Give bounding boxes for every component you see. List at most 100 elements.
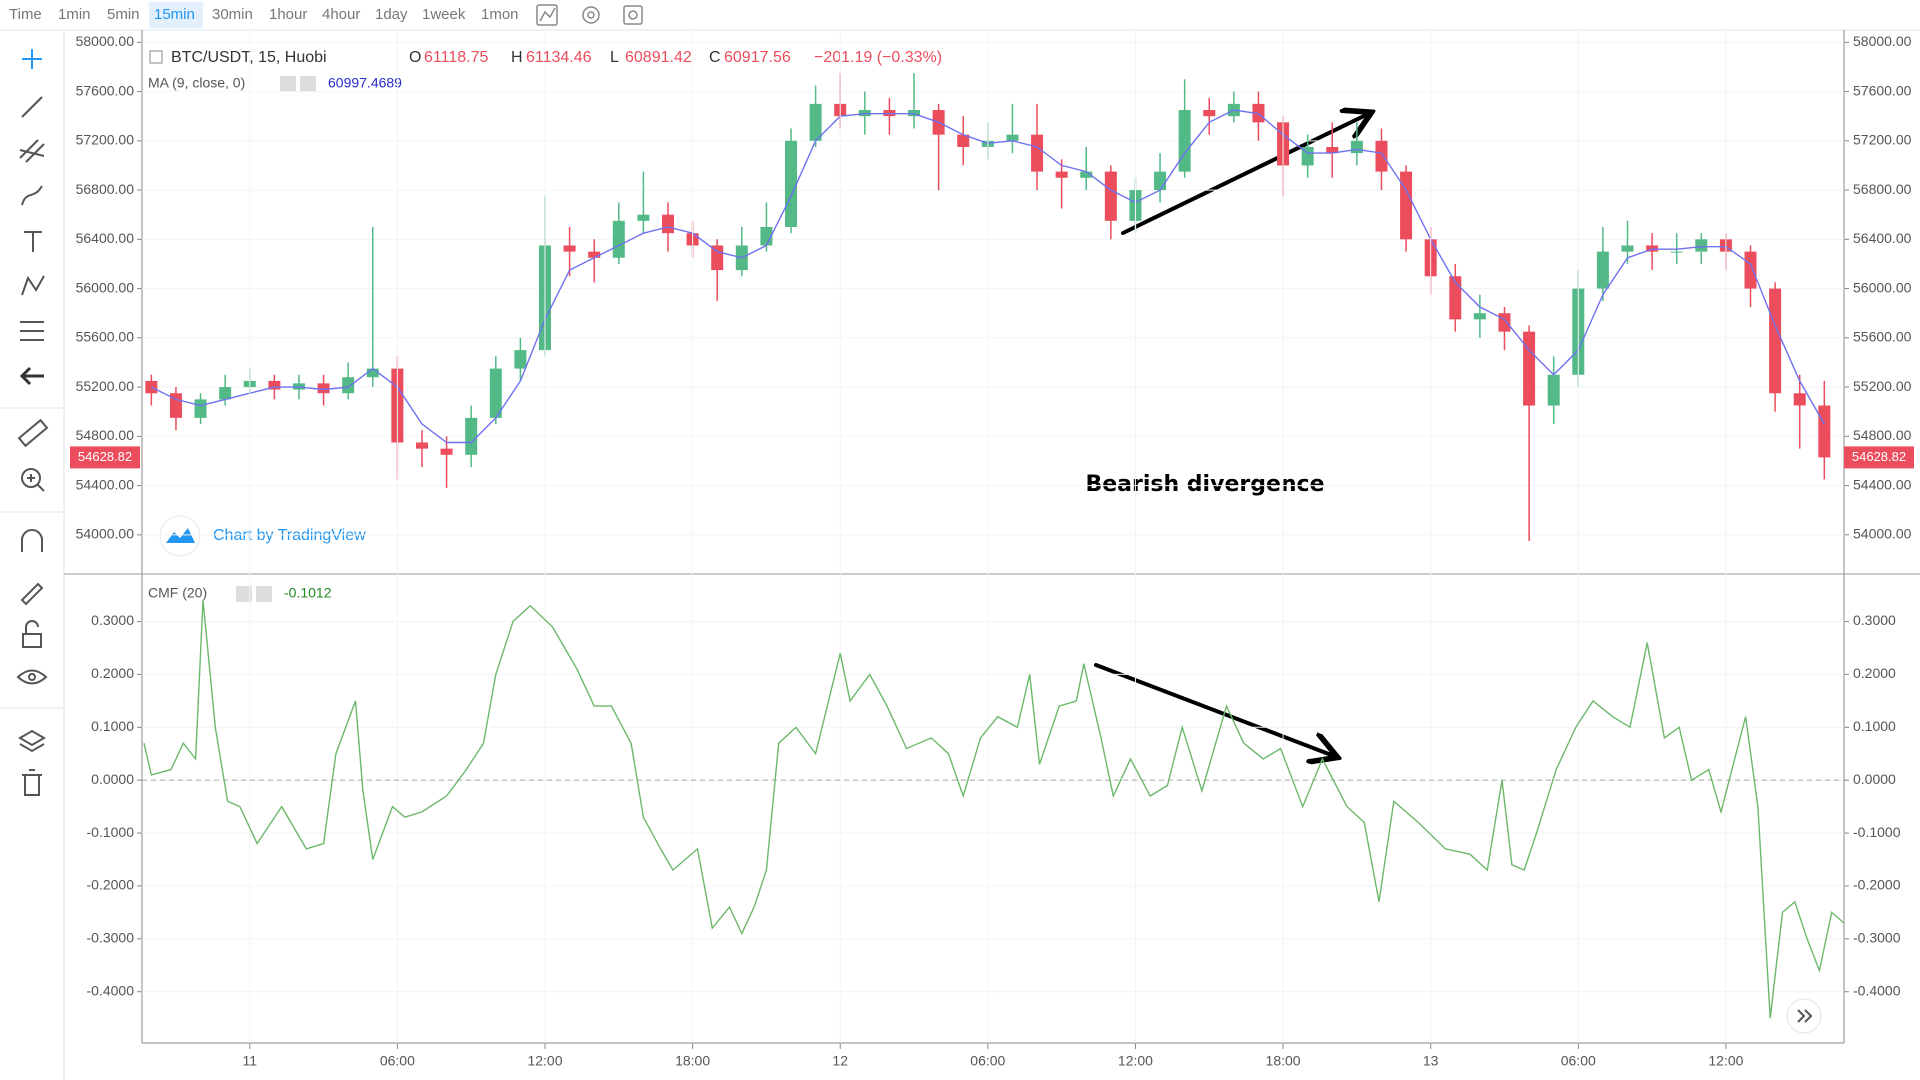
fib-tool[interactable] [19, 139, 45, 163]
layers-tool[interactable] [18, 729, 46, 753]
series-line [143, 600, 1845, 1019]
candle-body [1473, 313, 1486, 320]
candle-body [1498, 313, 1511, 332]
last-price-label: 54628.82 [1852, 449, 1906, 464]
candle-body [1154, 171, 1167, 191]
legend-close[interactable] [256, 586, 272, 602]
interval-button[interactable]: 1mon [481, 6, 519, 23]
brush-tool[interactable] [21, 185, 43, 206]
zoom-tool[interactable] [21, 468, 41, 488]
toolbar [0, 0, 1920, 30]
candle-body [514, 350, 527, 369]
y-tick-label: 0.2000 [91, 665, 134, 681]
y-tick-label: 54000.00 [76, 526, 135, 542]
candle-body [342, 377, 355, 394]
candle-body [1375, 140, 1388, 172]
interval-button[interactable]: 1min [58, 6, 91, 23]
x-tick-label: 13 [1423, 1053, 1439, 1069]
interval-button[interactable]: 1hour [269, 6, 307, 23]
y-tick-label: 55600.00 [1853, 329, 1912, 345]
lock-tool-icon [25, 620, 39, 634]
x-tick-label: 12 [832, 1053, 848, 1069]
tv-logo-mark [166, 528, 195, 543]
toolbar-icons [536, 4, 643, 26]
settings-button[interactable] [582, 6, 600, 24]
settings-icon [587, 11, 595, 19]
x-tick-label: 06:00 [380, 1053, 415, 1069]
interval-button[interactable]: 1week [422, 6, 466, 23]
pattern-tool[interactable] [21, 275, 45, 296]
screenshot-button[interactable] [623, 5, 643, 25]
legend-settings[interactable] [236, 586, 252, 602]
crosshair-tool[interactable] [22, 49, 42, 69]
candle-body [1818, 405, 1831, 458]
y-tick-label: 54800.00 [1853, 427, 1912, 443]
candle-body [415, 442, 428, 449]
lock-draw-tool[interactable] [20, 582, 44, 606]
legend-buttons [236, 76, 316, 602]
y-tick-label: 0.2000 [1853, 665, 1896, 681]
collapse-button[interactable] [149, 50, 163, 64]
candle-body [219, 387, 232, 400]
candle-body [1621, 245, 1634, 252]
y-tick-label: 0.1000 [91, 718, 134, 734]
candle-body [1350, 140, 1363, 154]
delete-tool[interactable] [22, 769, 42, 796]
candle-body [1031, 134, 1044, 172]
trendline-tool[interactable] [21, 96, 43, 118]
drawing-tools [16, 49, 49, 796]
candle-body [1769, 288, 1782, 394]
cmf-value: -0.1012 [284, 585, 332, 601]
screenshot-icon [628, 10, 638, 20]
indicator-button[interactable] [536, 4, 558, 26]
y-tick-label: -0.3000 [1853, 930, 1901, 946]
y-tick-label: 56000.00 [1853, 279, 1912, 295]
measure-tool[interactable] [17, 418, 49, 448]
y-tick-label: 55200.00 [1853, 378, 1912, 394]
y-tick-label: 56800.00 [76, 181, 135, 197]
candle-body [489, 368, 502, 418]
candle-body [1596, 251, 1609, 289]
y-tick-label: 54800.00 [76, 427, 135, 443]
candle-body [1080, 171, 1093, 178]
x-tick-label: 11 [242, 1053, 257, 1069]
legend-settings[interactable] [280, 76, 296, 92]
candle-body [563, 245, 576, 252]
prediction-tool[interactable] [20, 321, 44, 341]
visibility-tool[interactable] [16, 669, 48, 685]
back-tool[interactable] [19, 366, 44, 386]
ohlc-value: 61134.46 [526, 49, 592, 66]
plots: 54000.00 54000.00 54400.00 54400.00 54800.00… [70, 30, 1914, 1069]
legend-close[interactable] [300, 76, 316, 92]
interval-button[interactable]: 4hour [322, 6, 360, 23]
candle-body [809, 103, 822, 141]
candle-body [1744, 251, 1757, 289]
interval-button[interactable]: 1day [375, 6, 408, 23]
y-tick-label: 54000.00 [1853, 526, 1912, 542]
candle-body [1695, 239, 1708, 252]
interval-button[interactable]: 15min [154, 6, 195, 23]
change: −201.19 (−0.33%) [814, 49, 942, 66]
y-tick-label: -0.1000 [87, 824, 135, 840]
ohlc-key: L [610, 49, 619, 66]
lock-tool[interactable] [22, 633, 42, 648]
y-tick-label: -0.4000 [1853, 982, 1901, 998]
watermark[interactable]: Chart by TradingView [213, 527, 366, 544]
last-price-tag [70, 446, 140, 469]
candle-body [1400, 171, 1413, 240]
magnet-tool[interactable] [21, 529, 43, 552]
x-tick-label: 06:00 [1561, 1053, 1596, 1069]
interval-button[interactable]: 5min [107, 6, 140, 23]
y-tick-label: 0.0000 [91, 771, 134, 787]
candle-body [1326, 146, 1339, 154]
y-tick-label: 56400.00 [1853, 230, 1912, 246]
last-price-tag [1844, 446, 1914, 469]
interval-button[interactable]: 30min [212, 6, 253, 23]
text-tool[interactable] [24, 231, 42, 252]
cmf-arrow [1094, 663, 1334, 756]
candle-body [194, 399, 207, 418]
scroll-icon [1797, 1009, 1813, 1023]
x-tick-label: 18:00 [1266, 1053, 1301, 1069]
zoom-tool-icon [27, 474, 45, 492]
